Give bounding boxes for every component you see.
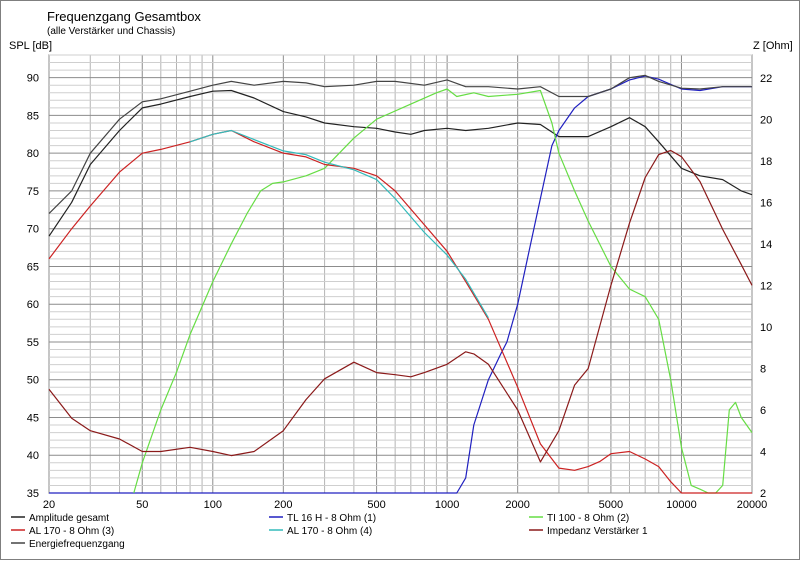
y2-tick-label: 4	[760, 446, 766, 458]
x-tick-label: 10000	[666, 499, 697, 511]
series-line	[48, 129, 752, 494]
legend-label: Impedanz Verstärker 1	[547, 526, 648, 537]
y-tick-label: 40	[27, 450, 39, 462]
y-tick-label: 60	[27, 299, 39, 311]
y2-tick-label: 2	[760, 488, 766, 500]
series-line	[133, 88, 753, 494]
y-tick-label: 85	[27, 110, 39, 122]
y-tick-label: 70	[27, 224, 39, 236]
legend-label: AL 170 - 8 Ohm (4)	[287, 526, 372, 537]
y2-tick-label: 22	[760, 73, 772, 85]
chart-subtitle: (alle Verstärker und Chassis)	[47, 26, 175, 37]
y2-tick-label: 6	[760, 405, 766, 417]
legend-label: TL 16 H - 8 Ohm (1)	[287, 513, 376, 524]
x-tick-label: 50	[136, 499, 148, 511]
legend-label: Amplitude gesamt	[29, 513, 109, 524]
series-line	[48, 74, 752, 215]
data-series	[48, 74, 753, 494]
y2-tick-label: 20	[760, 114, 772, 126]
series-line	[48, 89, 753, 237]
y2-tick-label: 16	[760, 197, 772, 209]
chart-title: Frequenzgang Gesamtbox	[47, 9, 201, 24]
y2-tick-label: 12	[760, 280, 772, 292]
y2-axis-label: Z [Ohm]	[753, 40, 793, 52]
legend-label: TI 100 - 8 Ohm (2)	[547, 513, 629, 524]
y-tick-label: 50	[27, 375, 39, 387]
series-line	[48, 149, 753, 463]
legend-label: AL 170 - 8 Ohm (3)	[29, 526, 114, 537]
y2-tick-label: 14	[760, 239, 772, 251]
x-tick-label: 2000	[505, 499, 529, 511]
x-tick-label: 200	[274, 499, 292, 511]
y2-tick-label: 8	[760, 363, 766, 375]
y-tick-label: 75	[27, 186, 39, 198]
y-axis-label: SPL [dB]	[9, 40, 52, 52]
x-tick-label: 1000	[435, 499, 459, 511]
x-tick-label: 100	[204, 499, 222, 511]
legend-label: Energiefrequenzgang	[29, 539, 125, 550]
x-tick-label: 500	[367, 499, 385, 511]
x-tick-label: 20000	[737, 499, 768, 511]
y2-tick-label: 18	[760, 156, 772, 168]
series-line	[189, 129, 489, 319]
y-tick-label: 35	[27, 488, 39, 500]
y-tick-label: 65	[27, 261, 39, 273]
y-tick-label: 80	[27, 148, 39, 160]
x-tick-label: 5000	[599, 499, 623, 511]
y-tick-label: 90	[27, 73, 39, 85]
legend: Amplitude gesamt TL 16 H - 8 Ohm (1) TI 10…	[11, 513, 648, 550]
grid-lines	[48, 54, 753, 494]
axis-ticks: 20 50 100 200 500 1000 2000 5000 10000 20000 35 40 4…	[27, 73, 773, 511]
y-tick-label: 55	[27, 337, 39, 349]
y-tick-label: 45	[27, 412, 39, 424]
x-tick-label: 20	[43, 499, 55, 511]
y2-tick-label: 10	[760, 322, 772, 334]
